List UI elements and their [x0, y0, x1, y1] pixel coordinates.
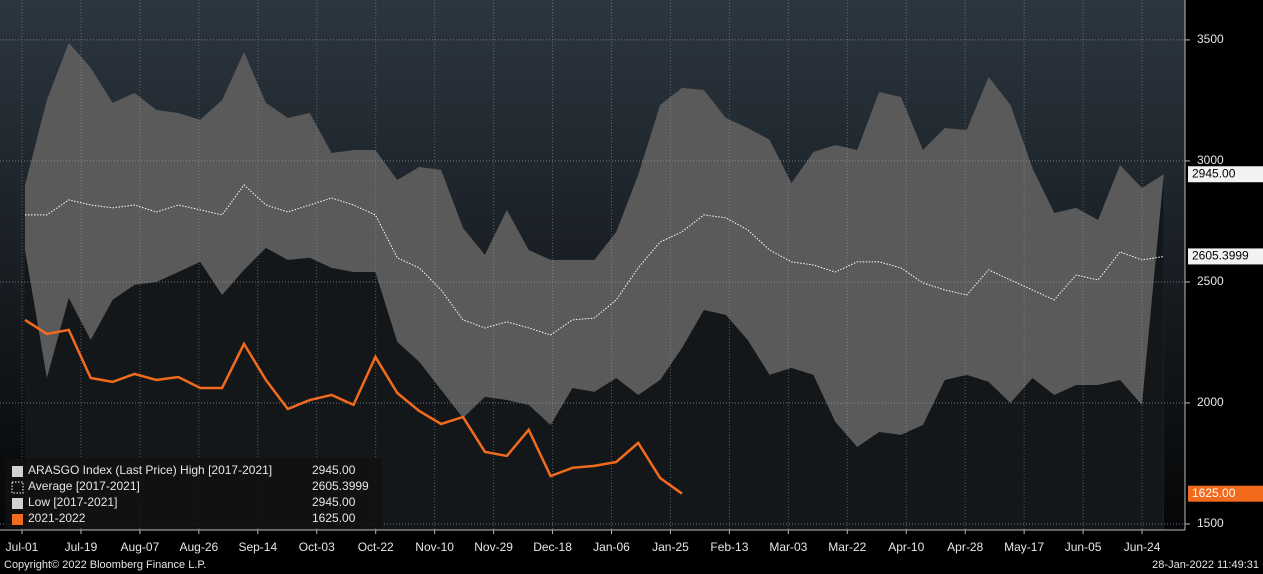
average-line: [25, 184, 1164, 336]
value-tag: 1625.00: [1192, 486, 1236, 500]
value-tag: 2945.00: [1192, 166, 1236, 180]
value-tag-box: [1188, 485, 1263, 502]
x-tick-label: Aug-07: [121, 540, 160, 554]
x-tick-label: Apr-10: [888, 540, 924, 554]
legend-swatch: [12, 466, 23, 477]
footer-timestamp: 28-Jan-2022 11:49:31: [1152, 559, 1259, 571]
legend-label: ARASGO Index (Last Price) High [2017-202…: [28, 463, 272, 477]
x-tick-label: Jan-25: [652, 540, 689, 554]
x-tick-label: Nov-10: [415, 540, 454, 554]
price-line: [24, 318, 683, 495]
legend-value: 2605.3999: [312, 479, 369, 493]
x-tick-label: Dec-18: [533, 540, 572, 554]
legend-value: 2945.00: [312, 463, 356, 477]
legend-label: 2021-2022: [28, 511, 86, 525]
x-tick-label: Aug-26: [179, 540, 218, 554]
y-tick-label: 2000: [1197, 395, 1224, 409]
legend-swatch: [11, 481, 24, 494]
value-tag: 2605.3999: [1192, 249, 1249, 263]
x-tick-label: Jun-05: [1065, 540, 1102, 554]
footer-copyright: Copyright© 2022 Bloomberg Finance L.P.: [4, 559, 206, 571]
legend-label: Average [2017-2021]: [28, 479, 140, 493]
x-tick-label: Jul-19: [65, 540, 98, 554]
x-tick-label: Mar-03: [769, 540, 807, 554]
y-tick-label: 2500: [1197, 274, 1224, 288]
x-tick-label: Feb-13: [710, 540, 748, 554]
legend-swatch: [12, 498, 23, 509]
x-tick-label: Sep-14: [238, 540, 277, 554]
low-area: [25, 174, 1164, 530]
x-tick-label: Mar-22: [828, 540, 866, 554]
y-tick-label: 3500: [1197, 32, 1224, 46]
value-tag-box: [1188, 248, 1263, 265]
x-tick-label: Apr-28: [947, 540, 983, 554]
axis-background: [1185, 0, 1263, 530]
x-tick-label: Oct-03: [299, 540, 335, 554]
legend-box: [5, 458, 382, 528]
x-tick-label: Nov-29: [474, 540, 513, 554]
y-tick-label: 3000: [1197, 153, 1224, 167]
legend-value: 1625.00: [312, 511, 356, 525]
x-tick-label: Oct-22: [358, 540, 394, 554]
value-tag-box: [1188, 166, 1263, 183]
y-tick-label: 1500: [1197, 516, 1224, 530]
legend-swatch: [12, 514, 23, 525]
legend-value: 2945.00: [312, 495, 356, 509]
x-tick-label: Jul-01: [6, 540, 39, 554]
x-tick-label: May-17: [1004, 540, 1044, 554]
x-tick-label: Jun-24: [1124, 540, 1161, 554]
legend-label: Low [2017-2021]: [28, 495, 117, 509]
x-tick-label: Jan-06: [593, 540, 630, 554]
